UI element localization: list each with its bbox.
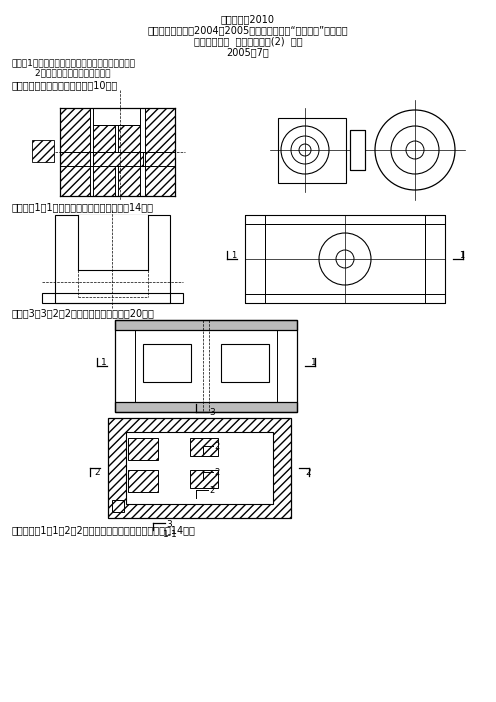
Text: 二、补画1－1剖视图。（材料：混凝土）（14分）: 二、补画1－1剖视图。（材料：混凝土）（14分） — [12, 202, 154, 212]
Bar — [350, 130, 365, 170]
Bar — [115, 330, 135, 402]
Text: 2: 2 — [94, 468, 100, 477]
Bar — [93, 125, 115, 196]
Text: 1: 1 — [101, 358, 107, 367]
Bar — [93, 152, 143, 166]
Bar — [143, 344, 191, 382]
Bar — [425, 215, 445, 303]
Text: 四、作出的1－1、2－2断面图。（材料：钢筋混凝土）（14分）: 四、作出的1－1、2－2断面图。（材料：钢筋混凝土）（14分） — [12, 525, 196, 535]
Bar — [245, 215, 445, 303]
Text: 2005年7月: 2005年7月 — [227, 47, 269, 57]
Text: 3: 3 — [209, 408, 215, 417]
Bar — [190, 438, 218, 456]
Text: 2: 2 — [214, 442, 219, 451]
Text: 2: 2 — [305, 468, 310, 477]
Text: 1-1: 1-1 — [163, 530, 178, 539]
Bar — [245, 215, 265, 303]
Bar — [277, 330, 297, 402]
Text: 试卷代号：2010: 试卷代号：2010 — [221, 14, 275, 24]
Bar — [190, 470, 218, 488]
Bar — [32, 140, 54, 162]
Bar — [55, 215, 170, 303]
Bar — [145, 108, 175, 196]
Bar — [221, 344, 269, 382]
Text: 1: 1 — [311, 358, 317, 367]
Text: 2: 2 — [214, 468, 219, 477]
Bar — [278, 118, 346, 183]
Bar — [126, 432, 273, 504]
Bar — [42, 293, 183, 303]
Bar — [108, 418, 291, 518]
Bar — [350, 130, 365, 170]
Text: 说明：1．用铅笔答题，要求图线清晰，字体工整。: 说明：1．用铅笔答题，要求图线清晰，字体工整。 — [12, 58, 136, 67]
Bar — [118, 125, 140, 196]
Text: 1: 1 — [459, 251, 464, 260]
Text: 一、补画剖视图中所漏的线。（10分）: 一、补画剖视图中所漏的线。（10分） — [12, 80, 118, 90]
Text: 1: 1 — [231, 251, 236, 260]
Bar — [265, 224, 425, 294]
Bar — [115, 320, 297, 330]
Text: 3: 3 — [166, 520, 172, 529]
Bar — [115, 320, 297, 412]
Bar — [78, 215, 148, 270]
Text: 2．第七、第八题分专业备题。: 2．第七、第八题分专业备题。 — [12, 68, 111, 77]
Bar — [128, 470, 158, 492]
Bar — [112, 500, 124, 512]
Text: 中央广播电视大学2004－2005学年度第二学期“开放专科”期末考试: 中央广播电视大学2004－2005学年度第二学期“开放专科”期末考试 — [148, 25, 348, 35]
Bar — [128, 438, 158, 460]
Bar — [115, 402, 297, 412]
Bar — [60, 108, 90, 196]
Text: 2: 2 — [209, 486, 214, 495]
Text: 三、做3－3、2－2剖视图。不指明材料（20分）: 三、做3－3、2－2剖视图。不指明材料（20分） — [12, 308, 155, 318]
Text: 水利水电专业  水利工程制图(2)  试题: 水利水电专业 水利工程制图(2) 试题 — [193, 36, 303, 46]
